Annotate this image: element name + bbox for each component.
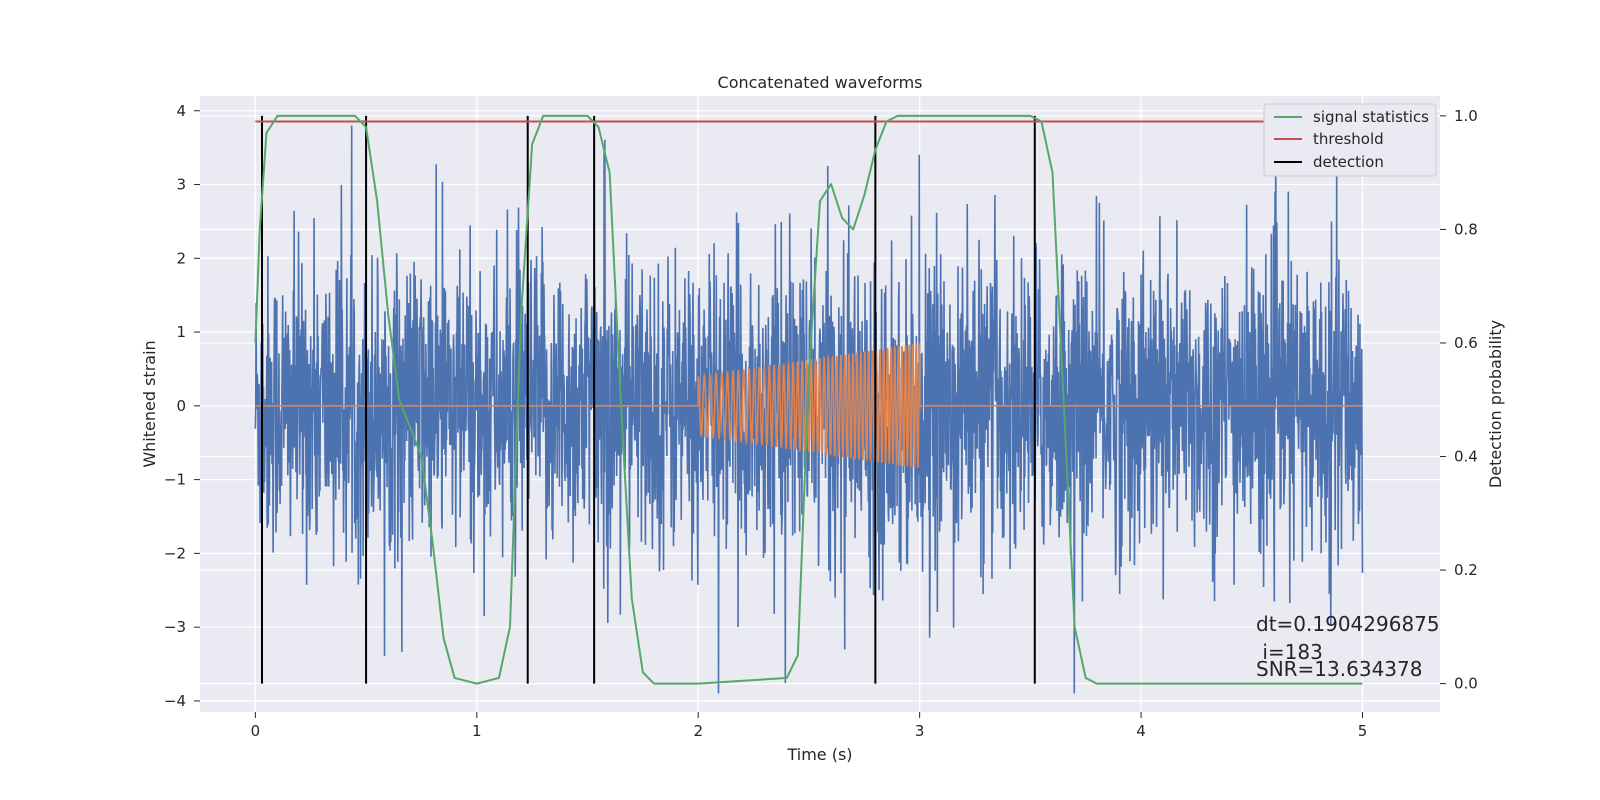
y-tick-label: −4 <box>164 692 186 710</box>
y-tick-label: 3 <box>176 176 186 194</box>
y2-axis-label: Detection probability <box>1486 320 1505 488</box>
axes: 0 1 2 3 4 5 −4 −3 −2 −1 0 1 2 3 4 0.0 0.2 0.4 0.6 0.8 1.0 <box>164 102 1478 740</box>
chart-title: Concatenated waveforms <box>718 73 923 92</box>
legend-box <box>1263 103 1437 177</box>
y-tick-label: −2 <box>164 544 186 562</box>
y2-tick-label: 0.2 <box>1454 561 1478 579</box>
annotation-dt: dt=0.1904296875 <box>1256 612 1440 636</box>
y-tick-label: 4 <box>176 102 186 120</box>
y-tick-label: 1 <box>176 323 186 341</box>
x-tick-label: 3 <box>915 722 925 740</box>
annotation-snr: SNR=13.634378 <box>1256 657 1422 681</box>
x-axis-label: Time (s) <box>786 745 852 764</box>
noise-series <box>254 125 1364 694</box>
x-tick-label: 1 <box>472 722 482 740</box>
y2-tick-label: 0.4 <box>1454 448 1478 466</box>
injection-series <box>255 343 1363 468</box>
y-axis-label: Whitened strain <box>140 340 159 467</box>
y2-tick-label: 0.0 <box>1454 675 1478 693</box>
x-tick-label: 5 <box>1358 722 1368 740</box>
y2-tick-label: 1.0 <box>1454 107 1478 125</box>
y-tick-label: 2 <box>176 249 186 267</box>
legend-label-threshold: threshold <box>1313 130 1384 148</box>
y2-tick-label: 0.6 <box>1454 334 1478 352</box>
y-tick-label: 0 <box>176 397 186 415</box>
injection-line <box>255 343 1363 468</box>
x-tick-label: 2 <box>693 722 703 740</box>
y2-tick-label: 0.8 <box>1454 220 1478 238</box>
x-tick-label: 0 <box>251 722 261 740</box>
y-tick-label: −3 <box>164 618 186 636</box>
x-tick-label: 4 <box>1136 722 1146 740</box>
legend-label-signal-statistics: signal statistics <box>1313 108 1429 126</box>
noise-line <box>254 125 1364 694</box>
annotation-index: i=183 <box>1256 640 1323 664</box>
legend: signal statistics threshold detection <box>1263 103 1437 177</box>
y-tick-label: −1 <box>164 471 186 489</box>
legend-label-detection: detection <box>1313 153 1384 171</box>
signal-statistics-path <box>254 114 1363 685</box>
signal-statistics-line <box>254 114 1363 685</box>
